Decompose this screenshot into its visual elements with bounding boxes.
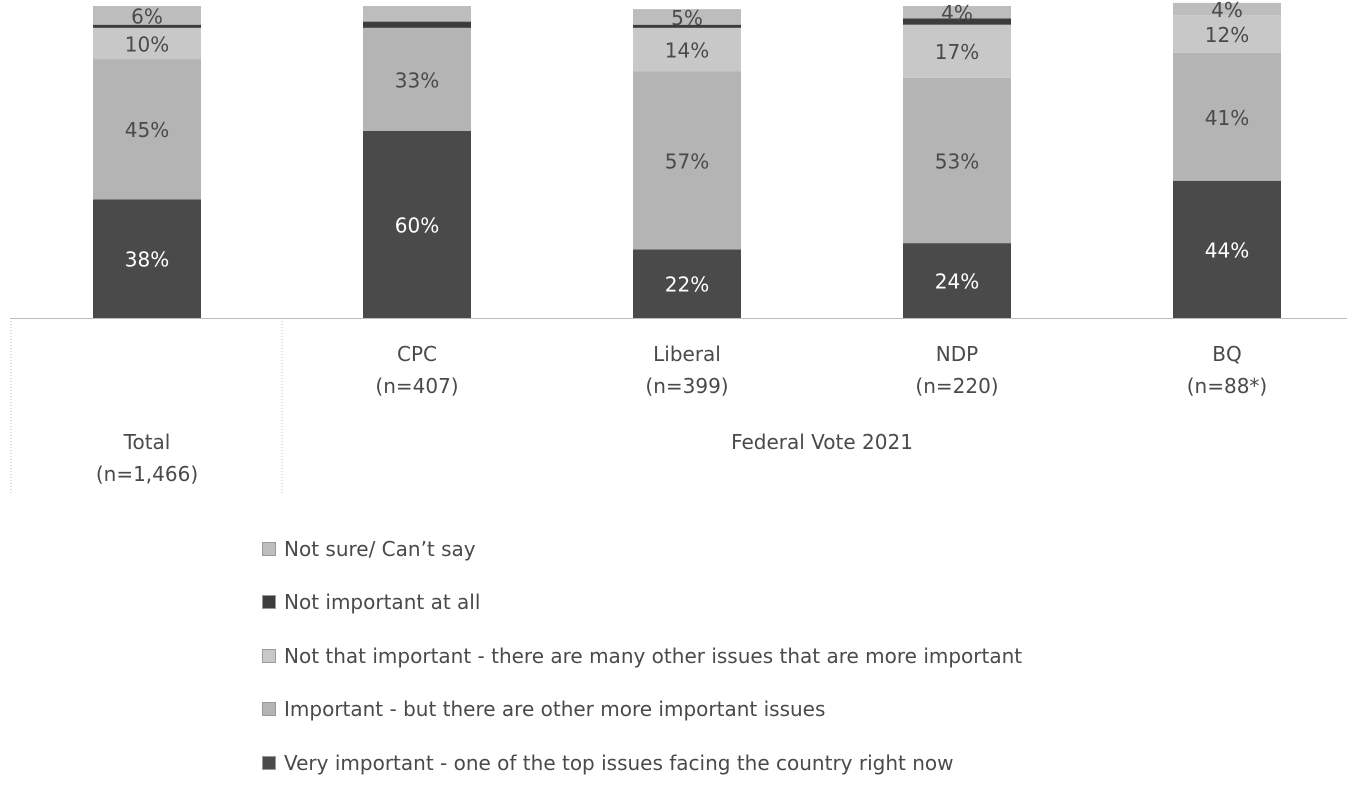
legend-label: Not sure/ Can’t say — [284, 536, 476, 561]
data-label: 6% — [131, 4, 163, 28]
bar-segment-1-3 — [903, 77, 1011, 244]
data-label: 5% — [671, 6, 703, 30]
bar-segment-4-2 — [633, 9, 741, 25]
bar-segment-0-2 — [633, 249, 741, 318]
x-tick-n-label: (n=220) — [915, 374, 998, 398]
bar-segment-2-2 — [633, 27, 741, 72]
data-label: 41% — [1205, 106, 1249, 130]
legend-label: Not important at all — [284, 590, 481, 615]
x-tick-label: CPC — [397, 342, 437, 366]
bar-segment-3-1 — [363, 21, 471, 28]
x-tick-label: Liberal — [653, 342, 721, 366]
bar-segment-0-4 — [1173, 180, 1281, 318]
data-label: 14% — [665, 39, 709, 63]
legend-item: Not that important - there are many othe… — [262, 629, 1022, 683]
data-label: 12% — [1205, 23, 1249, 47]
bar-segment-2-3 — [903, 24, 1011, 78]
legend-item: Important - but there are other more imp… — [262, 683, 1022, 737]
group-label: Federal Vote 2021 — [731, 430, 913, 454]
legend-item: Not important at all — [262, 576, 1022, 630]
x-tick-n-label: (n=407) — [375, 374, 458, 398]
bar-segment-1-2 — [633, 71, 741, 250]
x-tick-label: Total — [123, 430, 171, 454]
bar-segment-3-0 — [93, 24, 201, 28]
x-tick-n-label: (n=399) — [645, 374, 728, 398]
bar-segment-0-0 — [93, 199, 201, 318]
legend-swatch — [262, 541, 276, 556]
data-label: 17% — [935, 40, 979, 64]
legend-swatch — [262, 648, 276, 663]
bar-segment-1-1 — [363, 27, 471, 131]
x-tick-n-label: (n=1,466) — [96, 462, 198, 486]
bar-segment-2-4 — [1173, 15, 1281, 53]
bar-segment-4-4 — [1173, 2, 1281, 16]
legend-label: Not that important - there are many othe… — [284, 643, 1023, 668]
data-label: 53% — [935, 149, 979, 173]
legend-label: Important - but there are other more imp… — [284, 697, 826, 722]
bar-segment-4-0 — [93, 6, 201, 25]
bar-segment-1-0 — [93, 59, 201, 200]
legend-item: Not sure/ Can’t say — [262, 522, 1022, 576]
x-tick-n-label: (n=88*) — [1187, 374, 1268, 398]
data-label: 22% — [665, 273, 709, 297]
legend-swatch — [262, 702, 276, 717]
chart-root: 38% 45% 10% 6% 60% 33% 22% 57% 14% 5% 24% 53% 17% 4% 4… — [10, 0, 1347, 775]
bar-segment-0-1 — [363, 130, 471, 318]
data-label: 44% — [1205, 238, 1249, 262]
data-label: 4% — [1211, 0, 1243, 22]
bar-segment-3-3 — [903, 18, 1011, 25]
legend: Not sure/ Can’t say Not important at all N… — [262, 522, 1022, 790]
bar-segment-4-1 — [363, 6, 471, 22]
x-tick-label: NDP — [936, 342, 978, 366]
legend-swatch — [262, 595, 276, 610]
data-label: 24% — [935, 270, 979, 294]
data-label: 33% — [395, 68, 439, 92]
bar-segment-1-4 — [1173, 52, 1281, 181]
legend-swatch — [262, 755, 276, 770]
bar-segment-0-3 — [903, 243, 1011, 318]
stacked-bar-chart: 38% 45% 10% 6% 60% 33% 22% 57% 14% 5% 24% 53% 17% 4% 4… — [10, 0, 1347, 495]
data-label: 57% — [665, 149, 709, 173]
data-label: 38% — [125, 248, 169, 272]
bar-segment-3-2 — [633, 24, 741, 28]
data-label: 45% — [125, 118, 169, 142]
x-tick-label: BQ — [1212, 342, 1241, 366]
legend-item: Very important - one of the top issues f… — [262, 736, 1022, 790]
legend-label: Very important - one of the top issues f… — [284, 750, 954, 775]
data-label: 4% — [941, 1, 973, 25]
data-label: 10% — [125, 32, 169, 56]
data-label: 60% — [395, 213, 439, 237]
bar-segment-4-3 — [903, 6, 1011, 19]
bar-segment-2-0 — [93, 27, 201, 60]
